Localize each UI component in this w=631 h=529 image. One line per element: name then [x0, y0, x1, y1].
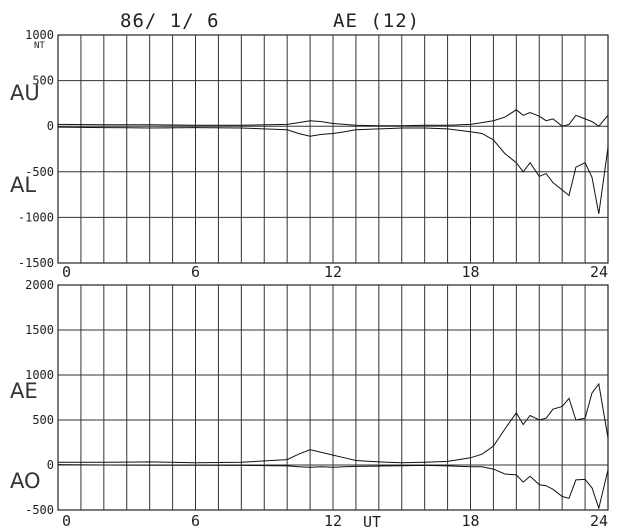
y-tick-label: 0: [47, 119, 54, 133]
y-tick-label: 500: [32, 413, 54, 427]
chart-date: 86/ 1/ 6: [120, 10, 220, 32]
series-label-al: AL: [10, 173, 36, 197]
x-tick-label: 24: [590, 512, 608, 529]
upper-panel-au-al: 1000 500 0 -500 -1000 -1500 0 6 12 18 24 AU AL: [10, 28, 609, 281]
x-tick-label: 12: [324, 263, 342, 281]
x-tick-label: 18: [461, 263, 479, 281]
y-tick-label: 0: [47, 458, 54, 472]
y-tick-label: -500: [25, 503, 54, 517]
series-line-ao: [57, 464, 609, 511]
series-line-al: [57, 126, 609, 214]
y-tick-label: 2000: [25, 278, 54, 292]
y-tick-label: 1500: [25, 323, 54, 337]
chart-title: AE (12): [333, 10, 420, 32]
x-tick-label: 18: [461, 512, 479, 529]
y-tick-label: -500: [25, 165, 54, 179]
y-tick-label: 1000: [25, 368, 54, 382]
y-tick-label: 500: [32, 74, 54, 88]
y-tick-label: -1500: [18, 256, 54, 270]
unit-label: NT: [34, 41, 45, 51]
x-tick-label: 6: [191, 512, 200, 529]
series-label-au: AU: [10, 81, 40, 105]
lower-panel-ae-ao: 2000 1500 1000 500 0 -500 0 6 12 18 24 AE AO: [10, 278, 609, 529]
x-tick-label: 6: [191, 263, 200, 281]
series-line-au: [57, 109, 609, 127]
x-tick-label: 12: [324, 512, 342, 529]
x-tick-label: 24: [590, 263, 608, 281]
y-tick-label: 1000: [25, 28, 54, 42]
series-line-ae: [58, 382, 609, 464]
x-tick-label: 0: [62, 263, 71, 281]
x-tick-label: 0: [62, 512, 71, 529]
y-tick-label: -1000: [18, 210, 54, 224]
series-label-ae: AE: [10, 379, 38, 403]
ut-axis-label: UT: [363, 513, 381, 529]
series-label-ao: AO: [10, 469, 41, 493]
